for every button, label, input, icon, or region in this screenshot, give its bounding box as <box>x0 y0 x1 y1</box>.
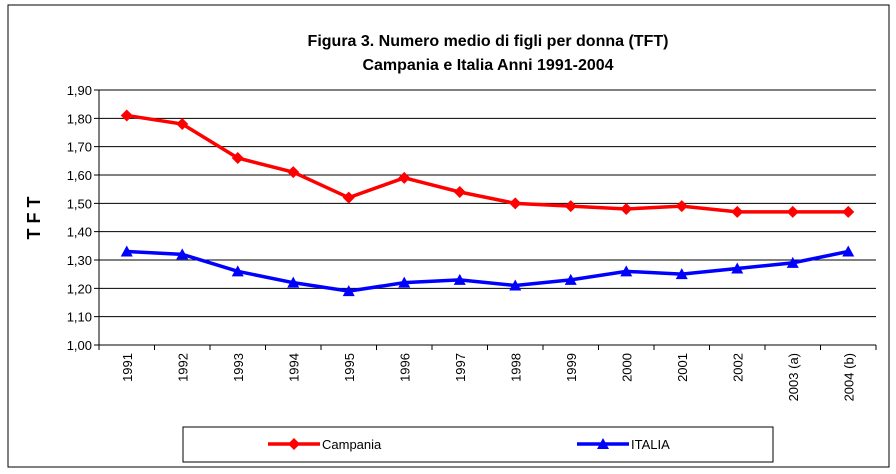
data-point <box>231 265 244 277</box>
x-tick-label: 1995 <box>342 353 357 382</box>
data-point <box>509 197 522 210</box>
data-point <box>120 109 133 122</box>
x-tick-label: 2000 <box>619 353 634 382</box>
data-point <box>176 118 189 130</box>
data-point <box>620 203 633 215</box>
chart-title: Figura 3. Numero medio di figli per donn… <box>308 33 669 50</box>
data-point <box>509 279 522 291</box>
data-point <box>675 200 688 213</box>
data-point <box>287 166 300 179</box>
data-point <box>231 152 244 164</box>
data-point <box>731 205 744 218</box>
y-axis-label: T F T <box>24 197 44 240</box>
y-tick-label: 1,70 <box>67 140 92 155</box>
data-point <box>564 200 577 213</box>
data-point <box>620 265 633 277</box>
series-line <box>126 249 849 293</box>
x-tick-label: 2003 (a) <box>786 353 801 401</box>
legend-marker <box>288 438 300 450</box>
data-point <box>120 245 133 257</box>
y-tick-label: 1,50 <box>67 196 92 211</box>
data-point <box>842 205 855 218</box>
data-point <box>453 273 466 285</box>
x-tick-label: 1996 <box>397 353 412 382</box>
chart-subtitle: Campania e Italia Anni 1991-2004 <box>362 57 613 74</box>
data-point <box>398 276 411 288</box>
x-tick-label: 1999 <box>564 353 579 382</box>
data-point <box>342 285 355 297</box>
y-tick-label: 1,40 <box>67 225 92 240</box>
x-tick-label: 2004 (b) <box>841 353 856 401</box>
data-point <box>786 256 799 268</box>
x-tick-label: 2002 <box>730 353 745 382</box>
x-tick-label: 1998 <box>508 353 523 382</box>
y-tick-label: 1,60 <box>67 168 92 183</box>
data-point <box>398 171 411 184</box>
data-point <box>786 205 799 218</box>
chart-border <box>7 4 890 468</box>
x-tick-label: 1991 <box>120 353 135 382</box>
data-point <box>342 191 355 204</box>
legend-label: ITALIA <box>631 437 670 452</box>
data-point <box>675 268 688 280</box>
y-tick-label: 1,30 <box>67 253 92 268</box>
series-line <box>126 113 849 214</box>
y-tick-label: 1,90 <box>67 83 92 98</box>
data-point <box>453 186 466 198</box>
y-tick-label: 1,80 <box>67 111 92 126</box>
x-tick-label: 1992 <box>175 353 190 382</box>
data-point <box>564 273 577 285</box>
x-tick-label: 1997 <box>453 353 468 382</box>
y-tick-label: 1,10 <box>67 310 92 325</box>
x-tick-label: 1994 <box>286 353 301 382</box>
data-point <box>176 248 189 260</box>
legend-label: Campania <box>322 437 382 452</box>
y-tick-label: 1,20 <box>67 281 92 296</box>
legend-marker <box>597 438 609 449</box>
x-tick-label: 1993 <box>231 353 246 382</box>
data-point <box>287 276 300 288</box>
y-tick-label: 1,00 <box>67 338 92 353</box>
data-point <box>731 262 744 274</box>
data-point <box>842 245 855 257</box>
x-tick-label: 2001 <box>675 353 690 382</box>
